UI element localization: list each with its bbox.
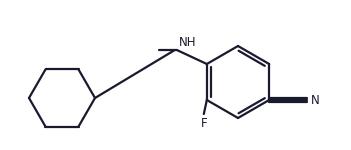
Text: NH: NH [179, 36, 196, 49]
Text: N: N [311, 93, 320, 106]
Text: F: F [200, 117, 207, 130]
